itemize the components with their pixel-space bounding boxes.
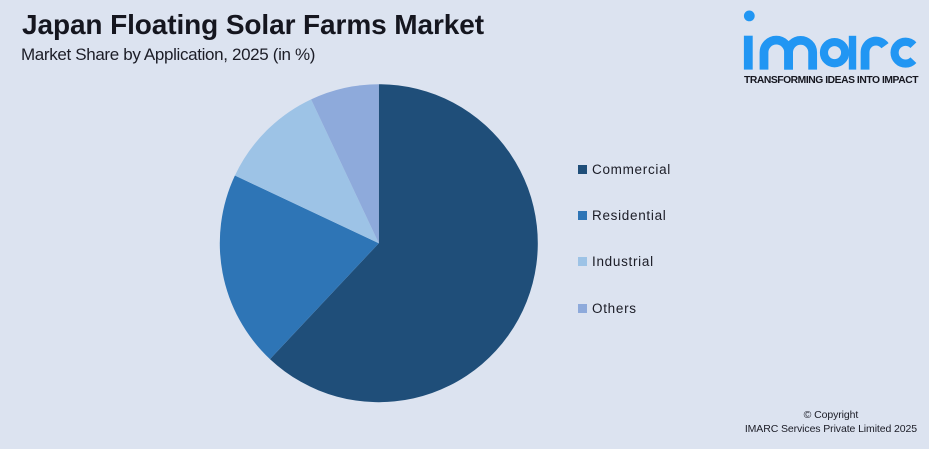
svg-text:TRANSFORMING IDEAS INTO IMPACT: TRANSFORMING IDEAS INTO IMPACT <box>744 75 919 86</box>
